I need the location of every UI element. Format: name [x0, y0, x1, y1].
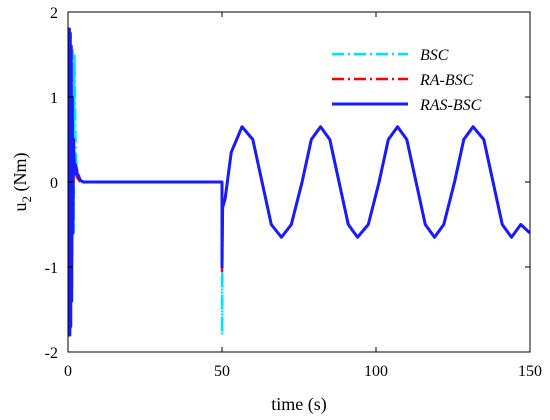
y-tick-label: 1 — [50, 90, 58, 107]
y-axis-label: u2 (Nm) — [10, 153, 34, 212]
y-tick-label: 2 — [50, 5, 58, 22]
series-layer — [68, 27, 530, 337]
x-tick-label: 150 — [518, 363, 542, 380]
y-axis-label-subscript: 2 — [19, 196, 34, 203]
y-tick-label: -2 — [45, 345, 58, 362]
y-axis-label-unit: (Nm) — [10, 153, 31, 197]
tick-layer: 0 50 100 150 -2 -1 0 1 2 — [45, 5, 542, 380]
y-tick-label: 0 — [50, 175, 58, 192]
y-tick-label: -1 — [45, 260, 58, 277]
x-axis-label: time (s) — [271, 394, 327, 415]
x-tick-label: 100 — [364, 363, 388, 380]
x-tick-label: 0 — [64, 363, 72, 380]
series-line-2 — [68, 27, 530, 337]
legend: BSC RA-BSC RAS-BSC — [332, 47, 482, 114]
legend-label-2: RAS-BSC — [419, 97, 482, 114]
legend-label-0: BSC — [420, 47, 449, 64]
legend-label-1: RA-BSC — [419, 72, 474, 89]
y-axis-label-symbol: u — [10, 203, 30, 212]
x-tick-label: 50 — [214, 363, 230, 380]
